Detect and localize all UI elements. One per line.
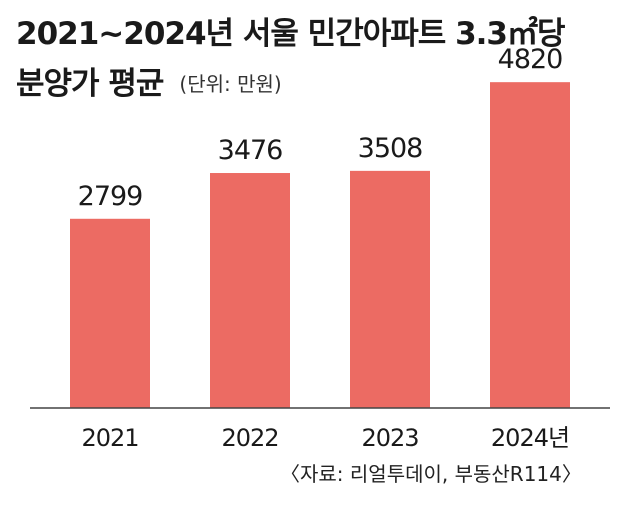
chart-title-line2: 분양가 평균 (단위: 만원) [16, 64, 282, 104]
bar-2024년 [490, 82, 570, 408]
x-tick-label-2021: 2021 [81, 424, 138, 452]
data-label-2023: 3508 [358, 133, 423, 164]
data-label-2024년: 4820 [498, 44, 563, 75]
chart-title: 2021~2024년 서울 민간아파트 3.3㎡당 [16, 14, 566, 54]
data-label-2022: 3476 [218, 135, 283, 166]
chart-title-text-2: 분양가 평균 [16, 66, 164, 102]
bar-2023 [350, 170, 430, 408]
data-label-2021: 2799 [78, 181, 143, 212]
x-tick-label-2024년: 2024년 [491, 424, 569, 452]
source-note: 〈자료: 리얼투데이, 부동산R114〉 [280, 462, 582, 486]
bar-2021 [70, 218, 150, 408]
x-tick-label-2023: 2023 [361, 424, 418, 452]
bar-2022 [210, 173, 290, 408]
unit-label: (단위: 만원) [179, 72, 282, 96]
chart-title-text: 2021~2024년 서울 민간아파트 3.3㎡당 [16, 16, 566, 52]
x-tick-label-2022: 2022 [221, 424, 278, 452]
